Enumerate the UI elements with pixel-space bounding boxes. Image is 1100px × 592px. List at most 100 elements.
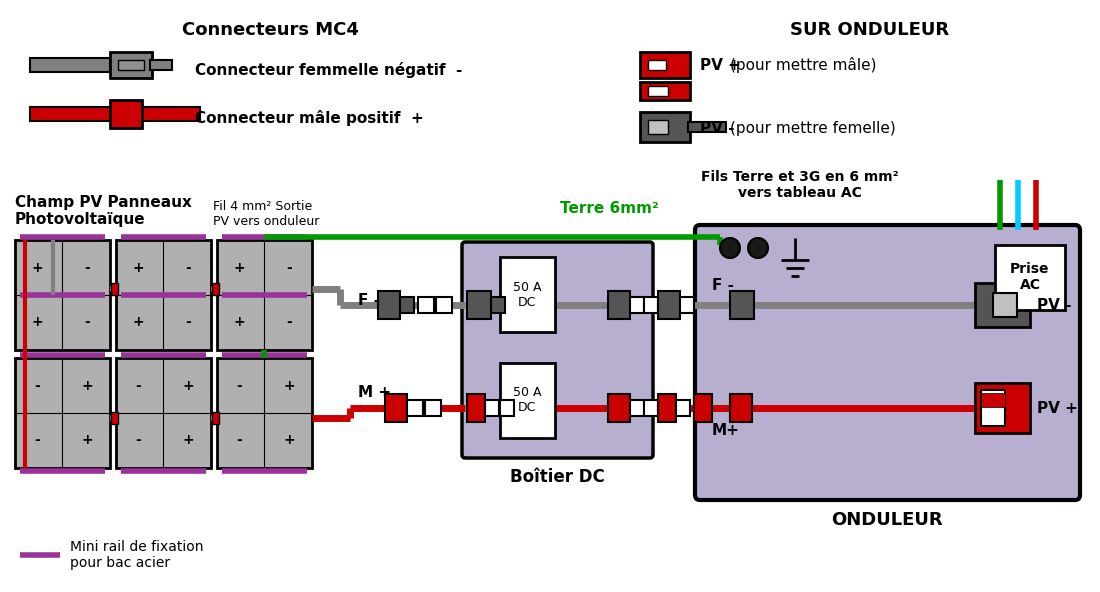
Bar — [15, 240, 110, 350]
Bar — [118, 60, 144, 70]
Text: F -: F - — [712, 278, 734, 292]
Bar — [400, 297, 414, 313]
Bar — [640, 52, 690, 78]
Bar — [630, 297, 644, 313]
Text: +: + — [233, 315, 245, 329]
Bar — [140, 107, 200, 121]
Text: M+: M+ — [712, 423, 740, 437]
Text: Champ PV Panneaux
Photovoltaïque: Champ PV Panneaux Photovoltaïque — [15, 195, 191, 227]
Text: -: - — [135, 433, 141, 447]
Text: -: - — [236, 433, 242, 447]
Bar — [640, 82, 690, 100]
Text: +: + — [31, 315, 43, 329]
Text: Mini rail de fixation
pour bac acier: Mini rail de fixation pour bac acier — [70, 540, 204, 570]
Bar — [468, 291, 491, 319]
Bar — [648, 86, 668, 96]
Bar — [111, 283, 118, 295]
FancyBboxPatch shape — [695, 225, 1080, 500]
Text: -: - — [135, 379, 141, 393]
Text: -: - — [286, 315, 292, 329]
Bar — [468, 394, 485, 422]
Bar — [975, 283, 1030, 327]
Bar — [217, 358, 312, 468]
Text: +: + — [183, 379, 194, 393]
Bar — [212, 283, 219, 295]
Bar — [491, 297, 505, 313]
Text: +: + — [233, 261, 245, 275]
Bar — [608, 394, 630, 422]
Bar — [648, 60, 666, 70]
Bar — [485, 400, 499, 416]
Bar — [436, 297, 452, 313]
Text: PV +: PV + — [700, 57, 741, 72]
Text: +: + — [81, 433, 92, 447]
Bar — [688, 122, 726, 132]
Bar — [500, 257, 556, 332]
Bar — [730, 394, 752, 422]
Text: Connecteur mâle positif  +: Connecteur mâle positif + — [195, 110, 424, 126]
Text: PV -: PV - — [700, 121, 735, 136]
Text: -: - — [185, 315, 191, 329]
Bar — [110, 52, 152, 78]
Bar — [217, 240, 312, 350]
Bar — [15, 358, 110, 468]
Text: Fils Terre et 3G en 6 mm²
vers tableau AC: Fils Terre et 3G en 6 mm² vers tableau A… — [701, 170, 899, 200]
Bar — [212, 412, 219, 424]
Text: -: - — [185, 261, 191, 275]
Bar — [993, 293, 1018, 317]
Text: M +: M + — [358, 384, 392, 400]
Text: Terre 6mm²: Terre 6mm² — [560, 201, 659, 215]
Text: +: + — [81, 379, 92, 393]
Bar — [407, 400, 424, 416]
Text: SUR ONDULEUR: SUR ONDULEUR — [791, 21, 949, 39]
Text: Fil 4 mm² Sortie
PV vers onduleur: Fil 4 mm² Sortie PV vers onduleur — [213, 200, 319, 228]
Circle shape — [748, 238, 768, 258]
Text: Connecteur femmelle négatif  -: Connecteur femmelle négatif - — [195, 62, 462, 78]
Text: -: - — [236, 379, 242, 393]
Text: 50 A
DC: 50 A DC — [513, 281, 541, 309]
Bar — [116, 358, 211, 468]
Text: ONDULEUR: ONDULEUR — [832, 511, 943, 529]
Text: Boîtier DC: Boîtier DC — [509, 468, 604, 486]
Bar — [640, 112, 690, 142]
Text: -: - — [84, 261, 90, 275]
Text: PV -: PV - — [1037, 298, 1071, 313]
Circle shape — [720, 238, 740, 258]
Bar — [418, 297, 434, 313]
Bar — [500, 400, 514, 416]
Bar — [30, 58, 110, 72]
Bar — [680, 297, 694, 313]
Bar — [648, 120, 668, 134]
Text: F -: F - — [358, 292, 379, 307]
Bar — [644, 400, 658, 416]
Bar — [425, 400, 441, 416]
Bar — [975, 383, 1030, 433]
Bar — [981, 393, 1005, 407]
Text: (pour mettre mâle): (pour mettre mâle) — [730, 57, 877, 73]
Bar — [500, 363, 556, 438]
Bar — [110, 100, 142, 128]
Text: +: + — [31, 261, 43, 275]
Text: -: - — [34, 379, 40, 393]
Bar — [996, 245, 1065, 310]
Bar — [385, 394, 407, 422]
Bar — [111, 412, 118, 424]
Text: +: + — [132, 261, 144, 275]
Bar — [150, 60, 172, 70]
Bar — [30, 107, 110, 121]
Text: 50 A
DC: 50 A DC — [513, 386, 541, 414]
Bar — [658, 394, 676, 422]
Text: +: + — [283, 433, 295, 447]
Bar — [694, 394, 712, 422]
Text: -: - — [286, 261, 292, 275]
Text: +: + — [183, 433, 194, 447]
Bar — [730, 291, 754, 319]
Bar — [608, 291, 630, 319]
Text: +: + — [132, 315, 144, 329]
Text: Prise
AC: Prise AC — [1010, 262, 1049, 292]
Bar — [378, 291, 400, 319]
Bar — [676, 400, 690, 416]
Text: -: - — [84, 315, 90, 329]
Text: Connecteurs MC4: Connecteurs MC4 — [182, 21, 359, 39]
Bar — [630, 400, 644, 416]
